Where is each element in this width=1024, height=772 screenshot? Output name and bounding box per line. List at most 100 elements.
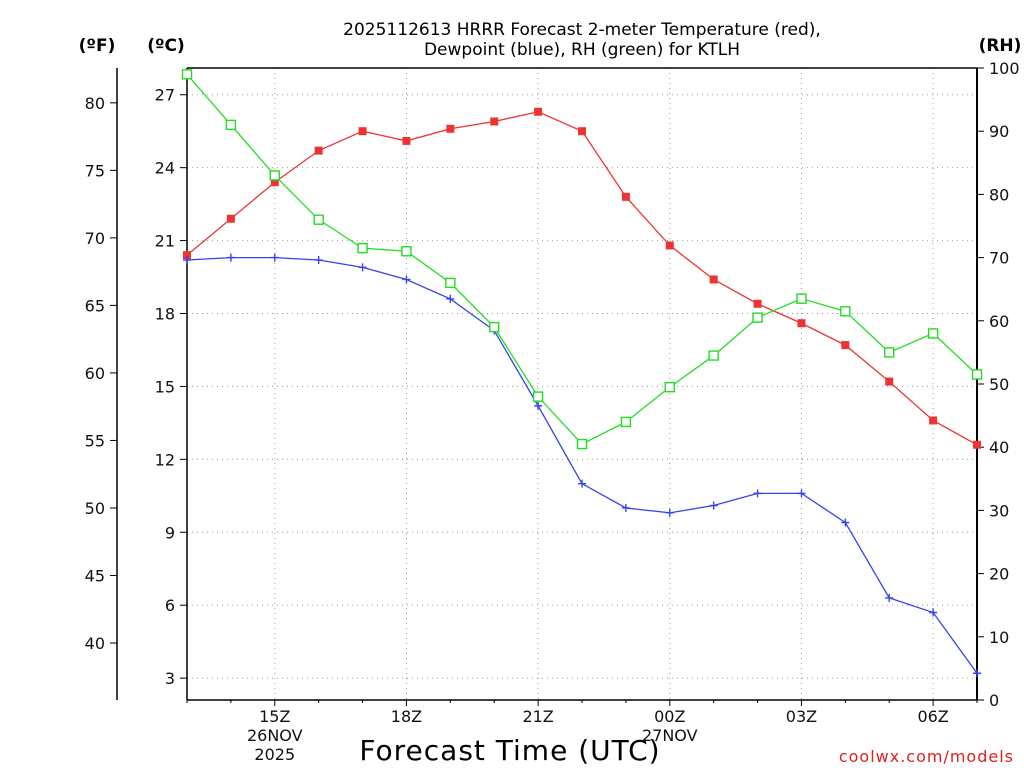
celsius-tick-label: 6	[165, 596, 175, 615]
rh-point	[269, 170, 280, 181]
temperature-point	[665, 241, 674, 250]
rh-tick-label: 100	[989, 59, 1020, 78]
dewpoint-point	[183, 256, 191, 265]
celsius-tick-label: 9	[165, 523, 175, 542]
dewpoint-point	[753, 489, 762, 498]
rh-point	[532, 391, 544, 402]
dewpoint-point	[841, 518, 850, 527]
rh-tick-label: 50	[989, 375, 1009, 394]
dewpoint-line	[186, 256, 978, 674]
rh-tick-label: 80	[989, 185, 1009, 204]
dewpoint-point	[621, 503, 630, 512]
celsius-tick-label: 27	[155, 86, 175, 105]
dewpoint-series	[183, 253, 981, 678]
rh-point	[971, 369, 983, 380]
rh-point	[225, 119, 237, 131]
celsius-tick-label: 12	[155, 450, 175, 469]
fahrenheit-tick-label: 65	[85, 296, 105, 315]
rh-point	[664, 381, 675, 393]
celsius-tick-label: 3	[165, 669, 175, 688]
temperature-point	[446, 124, 455, 133]
fahrenheit-tick-label: 50	[85, 499, 105, 518]
temperature-point	[314, 146, 323, 155]
rh-point	[357, 242, 368, 254]
x-tick-label: 18Z	[391, 707, 422, 726]
fahrenheit-tick-label: 55	[85, 431, 105, 450]
temperature-series	[183, 107, 981, 449]
fahrenheit-tick-label: 40	[85, 634, 105, 653]
rh-tick-label: 0	[989, 691, 999, 710]
celsius-tick-label: 18	[155, 305, 175, 324]
dewpoint-point	[226, 253, 235, 262]
fahrenheit-tick-label: 70	[85, 229, 105, 248]
rh-series	[181, 69, 983, 450]
temperature-point	[929, 416, 938, 425]
rh-point	[708, 350, 719, 361]
dewpoint-point	[709, 501, 718, 510]
x-tick-label: 15Z	[259, 707, 290, 726]
x-tick-label: 21Z	[522, 707, 553, 726]
rh-point	[884, 347, 895, 358]
rh-point	[620, 416, 632, 428]
celsius-unit-label: (ºC)	[147, 36, 185, 56]
x-tick-label: 27NOV	[642, 726, 698, 745]
fahrenheit-unit-label: (ºF)	[79, 36, 116, 56]
dewpoint-point	[446, 294, 455, 303]
axes: 2724211815129638075706560555045401009080…	[85, 59, 1020, 764]
rh-point	[313, 214, 324, 225]
rh-point	[796, 293, 807, 304]
x-axis-title: Forecast Time (UTC)	[359, 734, 660, 767]
rh-tick-label: 40	[989, 438, 1009, 457]
series-group	[181, 69, 983, 678]
temperature-point	[534, 107, 543, 116]
celsius-tick-label: 21	[155, 232, 175, 251]
x-tick-label: 03Z	[786, 707, 817, 726]
rh-tick-label: 30	[989, 501, 1009, 520]
dewpoint-point	[270, 253, 279, 262]
temperature-point	[402, 136, 411, 145]
rh-point	[445, 277, 456, 289]
rh-point	[840, 306, 851, 317]
chart-title-line-1: 2025112613 HRRR Forecast 2-meter Tempera…	[343, 20, 821, 40]
dewpoint-point	[358, 263, 367, 272]
rh-tick-label: 10	[989, 628, 1009, 647]
temperature-point	[490, 117, 499, 126]
temperature-point	[709, 275, 718, 284]
temperature-point	[797, 319, 806, 328]
temperature-point	[358, 127, 367, 136]
x-tick-label: 2025	[254, 745, 295, 764]
fahrenheit-tick-label: 45	[85, 566, 105, 585]
rh-tick-label: 20	[989, 565, 1009, 584]
dewpoint-point	[665, 508, 674, 517]
temperature-point	[973, 440, 981, 449]
rh-point	[752, 312, 763, 323]
temperature-point	[885, 377, 894, 386]
dewpoint-point	[534, 401, 543, 410]
dewpoint-point	[578, 479, 586, 488]
dewpoint-point	[929, 608, 938, 617]
temperature-point	[226, 214, 235, 223]
rh-tick-label: 70	[989, 249, 1009, 268]
temperature-point	[578, 127, 586, 136]
temperature-point	[841, 341, 850, 350]
rh-point	[489, 321, 500, 333]
celsius-tick-label: 15	[155, 377, 175, 396]
rh-tick-label: 90	[989, 122, 1009, 141]
dewpoint-point	[973, 669, 981, 678]
temperature-point	[753, 299, 762, 308]
rh-point	[927, 328, 939, 339]
dewpoint-point	[402, 275, 411, 284]
fahrenheit-tick-label: 75	[85, 161, 105, 180]
grid	[187, 68, 977, 700]
temperature-line	[186, 111, 978, 446]
dewpoint-point	[314, 256, 323, 265]
rh-point	[401, 246, 412, 257]
rh-point	[576, 438, 588, 450]
dewpoint-point	[797, 489, 806, 498]
x-tick-label: 26NOV	[247, 726, 303, 745]
rh-tick-label: 60	[989, 312, 1009, 331]
temperature-point	[270, 178, 279, 187]
temperature-point	[183, 251, 191, 260]
x-tick-label: 06Z	[917, 707, 948, 726]
